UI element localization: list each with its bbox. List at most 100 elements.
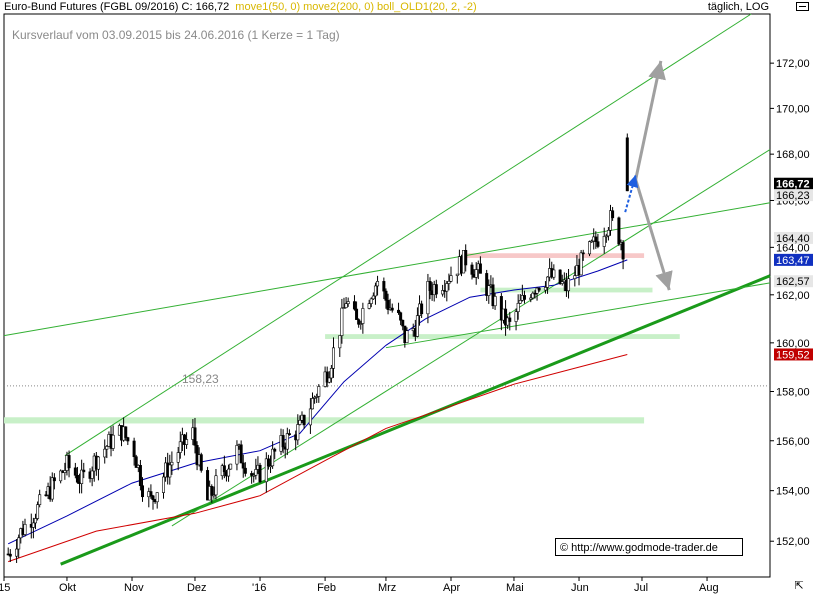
candle-body <box>529 297 533 300</box>
candle-body <box>17 537 21 550</box>
candle-body <box>252 474 256 477</box>
candle-body <box>73 467 77 476</box>
candle-body <box>31 522 35 528</box>
candle-body <box>134 456 138 468</box>
candle-body <box>285 433 289 450</box>
x-tick-label: Mai <box>506 582 524 594</box>
candle-body <box>23 523 27 535</box>
candle-body <box>445 283 449 292</box>
candle-body <box>478 263 482 274</box>
candle-body <box>516 302 520 312</box>
price-label: 166,72 <box>776 179 810 191</box>
candle-body <box>531 292 535 299</box>
candle-body <box>149 491 153 497</box>
candle-body <box>241 462 245 469</box>
candle-body <box>266 458 270 467</box>
x-tick-label: '16 <box>252 582 266 594</box>
support-zone <box>4 417 645 424</box>
price-label-box <box>774 189 813 202</box>
candle-body <box>141 485 145 498</box>
candle-body <box>199 454 203 471</box>
candle-body <box>82 469 86 473</box>
candle-body <box>235 444 239 465</box>
candle-body <box>214 475 218 496</box>
candle-body <box>90 470 94 479</box>
zoom-icon[interactable]: ⇱ <box>794 580 804 592</box>
candle-body <box>604 235 608 238</box>
candle-body <box>493 296 497 307</box>
candle-body <box>193 427 197 446</box>
candle-body <box>367 303 371 309</box>
minimize-button[interactable] <box>796 2 809 11</box>
candle-body <box>606 229 610 237</box>
candle-body <box>105 446 109 450</box>
indicator-list: move1(50, 0) move2(200, 0) boll_OLD1(20, 2… <box>232 1 476 13</box>
candle-body <box>546 276 550 288</box>
candle-body <box>382 281 386 292</box>
candle-body <box>609 210 613 231</box>
candle-body <box>499 296 503 321</box>
projection-arrow <box>624 174 639 213</box>
candle-body <box>560 281 564 284</box>
candle-body <box>124 426 128 438</box>
candle-body <box>573 275 577 279</box>
candle-body <box>474 269 478 278</box>
candle-body <box>470 264 474 275</box>
candle-body <box>132 440 136 458</box>
candle-body <box>325 371 329 383</box>
candle-body <box>617 217 621 245</box>
candle-body <box>52 477 56 482</box>
candle-body <box>428 281 432 291</box>
y-tick-label: 170,00 <box>776 103 810 115</box>
candle-body <box>250 473 254 476</box>
candle-body <box>426 281 430 315</box>
x-axis: '15 Okt Nov Dez '16 Feb Mrz Apr Mai Jun Jul Aug <box>0 577 719 594</box>
candle-body <box>447 281 451 284</box>
candle-body <box>308 408 312 426</box>
close-value: C: 166,72 <box>181 1 230 13</box>
candle-body <box>111 434 115 449</box>
candle-body <box>537 287 541 291</box>
candle-body <box>399 312 403 321</box>
candle-body <box>185 439 189 445</box>
candle-body <box>594 236 598 242</box>
ma200-line <box>8 354 628 563</box>
candle-body <box>602 235 606 247</box>
candle-body <box>281 435 285 448</box>
candle-body <box>161 476 165 493</box>
price-label-box <box>774 253 813 266</box>
candle-body <box>558 269 562 284</box>
candle-body <box>518 300 522 304</box>
candle-body <box>239 444 243 464</box>
candle-body <box>271 448 275 467</box>
candle-body <box>103 448 107 458</box>
candle-body <box>80 469 84 484</box>
candle-body <box>50 477 54 500</box>
candle-body <box>126 437 130 442</box>
candle-body <box>168 464 172 478</box>
candle-body <box>434 284 438 295</box>
candle-body <box>588 241 592 255</box>
candle-body <box>273 448 277 452</box>
candle-body <box>508 317 512 322</box>
price-label: 166,23 <box>776 190 810 202</box>
indicator-label: boll_OLD1(20, 2, -2) <box>377 1 477 13</box>
last-candle-body <box>625 137 629 192</box>
candle-body <box>59 470 63 482</box>
candle-body <box>361 308 365 324</box>
candle-body <box>401 319 405 327</box>
chart-subtitle: Kursverlauf vom 03.09.2015 bis 24.06.201… <box>12 28 340 42</box>
candle-body <box>384 290 388 301</box>
candle-body <box>567 278 571 292</box>
candle-body <box>338 335 342 349</box>
candles <box>6 204 625 563</box>
candle-body <box>581 252 585 255</box>
trend-line-wedge-lower <box>385 282 771 349</box>
y-axis: 152,00 154,00 156,00 158,00 160,00 162,00 164,… <box>770 58 810 548</box>
ma50-line <box>7 259 628 545</box>
candle-body <box>222 465 226 473</box>
candle-body <box>397 309 401 313</box>
trend-line-inner-channel <box>171 149 771 527</box>
candle-body <box>67 455 71 469</box>
price-label: 164,40 <box>776 233 810 245</box>
